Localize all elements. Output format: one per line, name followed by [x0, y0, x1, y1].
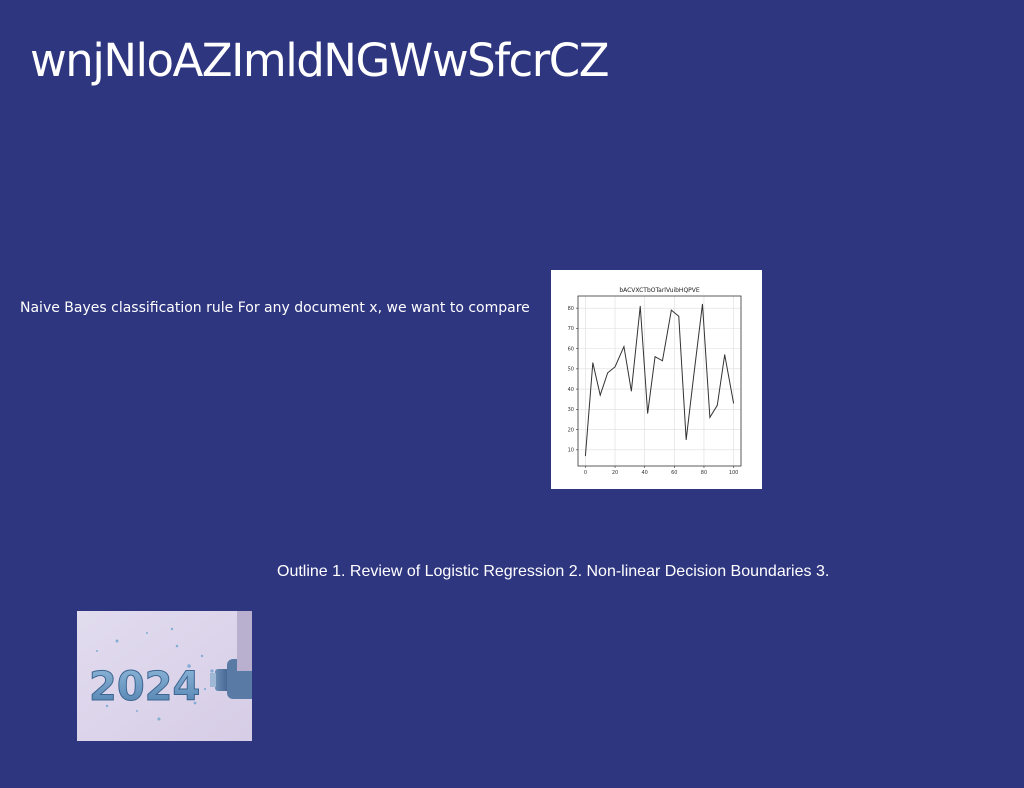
data-point — [623, 346, 625, 347]
chart-axes-frame — [577, 295, 742, 467]
y-tick-label: 60 — [568, 346, 574, 352]
x-tick-label: 40 — [641, 470, 647, 476]
y-tick-label: 80 — [568, 306, 574, 312]
chart-points — [585, 303, 734, 457]
y-tick-label: 40 — [568, 387, 574, 393]
data-point — [702, 303, 703, 305]
data-point — [670, 309, 672, 311]
slide-title: wnjNloAZImldNGWwSfcrCZ — [30, 34, 610, 87]
data-point — [685, 439, 687, 441]
body-text-naive-bayes: Naive Bayes classification rule For any … — [20, 300, 530, 316]
data-point — [733, 402, 734, 404]
data-point — [678, 315, 680, 317]
chart-series-line — [584, 304, 735, 456]
data-point — [724, 354, 726, 356]
y-tick-label: 10 — [568, 448, 574, 454]
data-point — [592, 362, 594, 364]
x-tick-label: 20 — [612, 470, 618, 476]
chart-ticks: 0 20 40 60 80 100 10 20 30 40 50 60 70 80 — [568, 306, 739, 476]
photo-digits: 2024 — [89, 664, 200, 710]
data-point — [716, 404, 718, 406]
chart-title: bACVXCTbOTarlVuibHQPVE — [619, 287, 700, 294]
y-tick-label: 70 — [568, 326, 574, 332]
data-point — [647, 412, 649, 414]
data-point — [693, 376, 694, 378]
data-point — [639, 305, 641, 307]
x-tick-label: 80 — [701, 470, 707, 476]
data-point — [662, 360, 663, 362]
data-point — [654, 356, 656, 358]
photo-illustration: 2024 — [77, 611, 252, 741]
confetti-particles — [96, 627, 223, 721]
line-chart: 0 20 40 60 80 100 10 20 30 40 50 60 70 80 bACVXCTbOTa… — [551, 270, 762, 489]
new-year-2024-photo: 2024 — [77, 611, 252, 741]
x-tick-label: 60 — [671, 470, 677, 476]
x-tick-label: 0 — [584, 470, 587, 476]
data-point — [630, 390, 632, 392]
data-point — [614, 366, 616, 368]
data-point — [585, 455, 586, 457]
y-tick-label: 30 — [568, 407, 574, 413]
y-tick-label: 20 — [568, 427, 574, 433]
line-chart-svg: 0 20 40 60 80 100 10 20 30 40 50 60 70 80 bACVXCTbOTa… — [568, 287, 742, 476]
x-tick-label: 100 — [729, 470, 739, 476]
data-point — [709, 417, 711, 418]
y-tick-label: 50 — [568, 367, 574, 373]
data-point — [599, 394, 601, 396]
data-point — [607, 372, 609, 374]
bottle — [210, 611, 252, 699]
chart-grid — [578, 296, 741, 466]
body-text-outline: Outline 1. Review of Logistic Regression… — [277, 563, 830, 580]
